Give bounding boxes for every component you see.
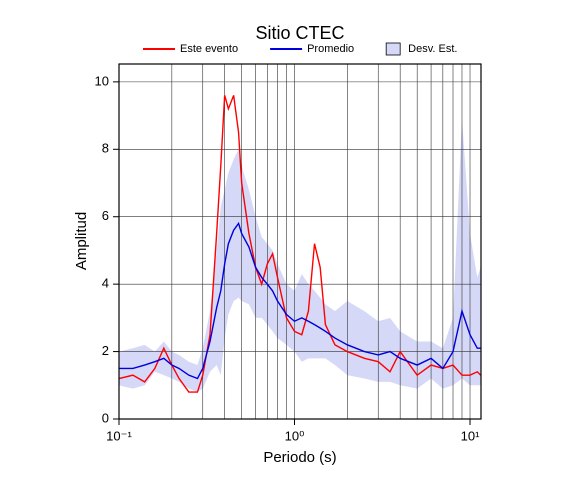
y-tick-label: 8: [102, 141, 109, 156]
x-tick-label: 10⁻¹: [106, 428, 132, 443]
y-tick-label: 10: [95, 73, 109, 88]
std-band: [119, 118, 481, 393]
x-axis-label: Periodo (s): [263, 449, 336, 466]
series-line: [119, 221, 481, 380]
legend-label: Desv. Est.: [408, 43, 457, 55]
y-tick-label: 0: [102, 410, 109, 425]
y-tick-label: 2: [102, 343, 109, 358]
legend-label: Promedio: [307, 43, 354, 55]
series-line: [118, 95, 482, 393]
y-axis-label: Amplitud: [73, 212, 90, 270]
legend-swatch: [385, 42, 401, 56]
y-tick-label: 6: [102, 208, 109, 223]
x-tick-label: 10¹: [461, 428, 480, 443]
x-tick-label: 10⁰: [285, 428, 305, 443]
chart-title: Sitio CTEC: [255, 23, 344, 43]
legend-label: Este evento: [180, 43, 238, 55]
plot-frame: [118, 63, 482, 420]
y-tick-label: 4: [102, 276, 109, 291]
